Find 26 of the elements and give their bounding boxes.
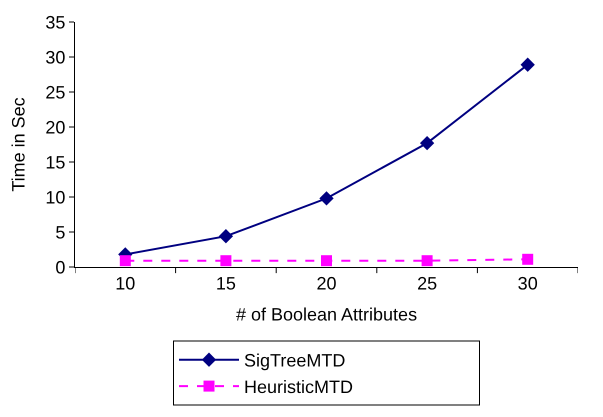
y-tick-label: 30 xyxy=(45,47,66,68)
point xyxy=(420,136,434,150)
x-axis-title: # of Boolean Attributes xyxy=(236,304,418,325)
y-tick-label: 15 xyxy=(45,152,66,172)
x-tick-label: 30 xyxy=(518,274,538,294)
point xyxy=(422,255,433,266)
point xyxy=(522,254,534,265)
point xyxy=(321,255,332,266)
y-axis-title: Time in Sec xyxy=(8,97,29,192)
point xyxy=(120,255,131,266)
point xyxy=(520,58,535,72)
y-tick-label: 20 xyxy=(45,117,66,138)
y-tick-label: 35 xyxy=(45,12,66,32)
y-tick-label: 10 xyxy=(45,187,66,208)
legend-label: HeuristicMTD xyxy=(244,377,354,398)
point xyxy=(218,229,234,244)
point xyxy=(220,255,232,266)
x-tick-label: 25 xyxy=(417,274,438,294)
y-tick-label: 0 xyxy=(55,257,66,278)
y-tick-label: 25 xyxy=(45,82,66,102)
y-tick-label: 5 xyxy=(55,222,66,242)
x-tick-label: 10 xyxy=(115,274,136,294)
x-tick-label: 15 xyxy=(216,274,236,294)
legend-label: SigTreeMTD xyxy=(244,350,346,371)
x-tick-label: 20 xyxy=(316,274,337,294)
point xyxy=(319,191,334,206)
